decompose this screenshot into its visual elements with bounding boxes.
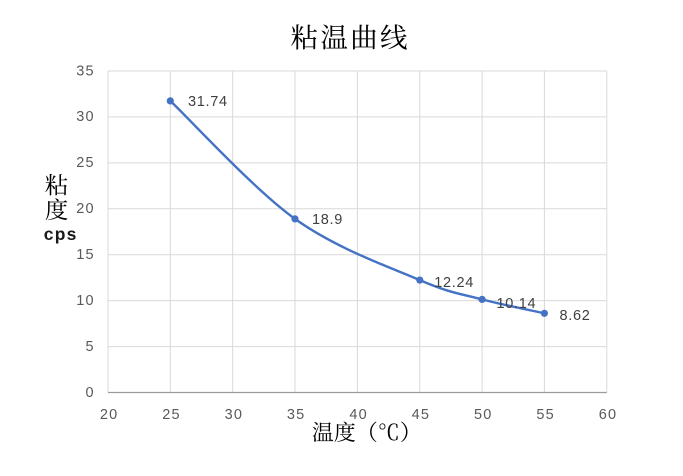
svg-text:20: 20 — [76, 201, 95, 217]
svg-text:55: 55 — [536, 407, 555, 423]
svg-text:18.9: 18.9 — [312, 212, 343, 228]
svg-text:60: 60 — [599, 407, 618, 423]
svg-text:50: 50 — [474, 407, 493, 423]
svg-text:45: 45 — [412, 407, 431, 423]
svg-text:25: 25 — [76, 155, 95, 171]
svg-text:10.14: 10.14 — [497, 296, 537, 312]
svg-text:40: 40 — [349, 407, 368, 423]
svg-text:20: 20 — [100, 407, 119, 423]
svg-text:35: 35 — [76, 63, 95, 79]
svg-text:35: 35 — [287, 407, 306, 423]
svg-text:5: 5 — [86, 339, 95, 355]
svg-text:cps: cps — [44, 224, 78, 244]
svg-text:10: 10 — [76, 293, 95, 309]
svg-text:0: 0 — [86, 385, 95, 401]
svg-text:12.24: 12.24 — [434, 275, 474, 291]
svg-text:8.62: 8.62 — [560, 308, 591, 324]
svg-text:30: 30 — [225, 407, 244, 423]
svg-text:30: 30 — [76, 109, 95, 125]
svg-text:31.74: 31.74 — [188, 94, 228, 110]
svg-text:15: 15 — [76, 247, 95, 263]
svg-text:25: 25 — [162, 407, 181, 423]
